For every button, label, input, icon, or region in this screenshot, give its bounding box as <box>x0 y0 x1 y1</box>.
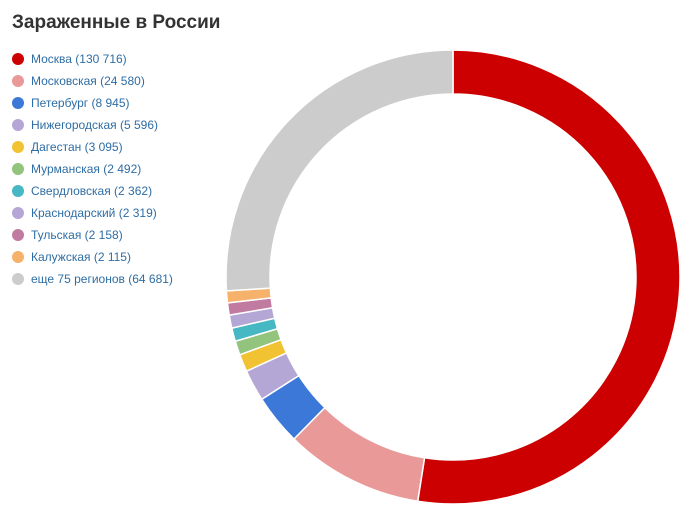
legend-swatch <box>12 207 24 219</box>
legend-label: еще 75 регионов (64 681) <box>31 272 173 286</box>
legend-item[interactable]: Петербург (8 945) <box>12 92 173 114</box>
legend-swatch <box>12 229 24 241</box>
legend-label: Петербург (8 945) <box>31 96 130 110</box>
donut-slice[interactable] <box>292 406 426 503</box>
donut-slice[interactable] <box>225 49 454 292</box>
legend-swatch <box>12 75 24 87</box>
legend-label: Москва (130 716) <box>31 52 127 66</box>
chart-title: Зараженные в России <box>12 12 221 33</box>
legend-swatch <box>12 97 24 109</box>
legend-item[interactable]: Мурманская (2 492) <box>12 158 173 180</box>
donut-slices <box>225 49 681 505</box>
legend-swatch <box>12 273 24 285</box>
legend-label: Краснодарский (2 319) <box>31 206 157 220</box>
legend-item[interactable]: Москва (130 716) <box>12 48 173 70</box>
legend-label: Мурманская (2 492) <box>31 162 142 176</box>
legend-item[interactable]: Дагестан (3 095) <box>12 136 173 158</box>
legend-swatch <box>12 53 24 65</box>
legend-label: Тульская (2 158) <box>31 228 123 242</box>
legend-label: Дагестан (3 095) <box>31 140 123 154</box>
legend-item[interactable]: Тульская (2 158) <box>12 224 173 246</box>
legend-item[interactable]: Краснодарский (2 319) <box>12 202 173 224</box>
legend-label: Нижегородская (5 596) <box>31 118 158 132</box>
legend-item[interactable]: Свердловская (2 362) <box>12 180 173 202</box>
legend-item[interactable]: Московская (24 580) <box>12 70 173 92</box>
legend-label: Свердловская (2 362) <box>31 184 153 198</box>
legend-item[interactable]: еще 75 регионов (64 681) <box>12 268 173 290</box>
legend-swatch <box>12 185 24 197</box>
donut-slice[interactable] <box>416 49 681 505</box>
legend-label: Московская (24 580) <box>31 74 145 88</box>
legend-swatch <box>12 119 24 131</box>
chart-legend: Москва (130 716) Московская (24 580) Петер… <box>12 48 173 290</box>
legend-swatch <box>12 163 24 175</box>
legend-item[interactable]: Калужская (2 115) <box>12 246 173 268</box>
legend-swatch <box>12 141 24 153</box>
legend-swatch <box>12 251 24 263</box>
legend-item[interactable]: Нижегородская (5 596) <box>12 114 173 136</box>
legend-label: Калужская (2 115) <box>31 250 131 264</box>
